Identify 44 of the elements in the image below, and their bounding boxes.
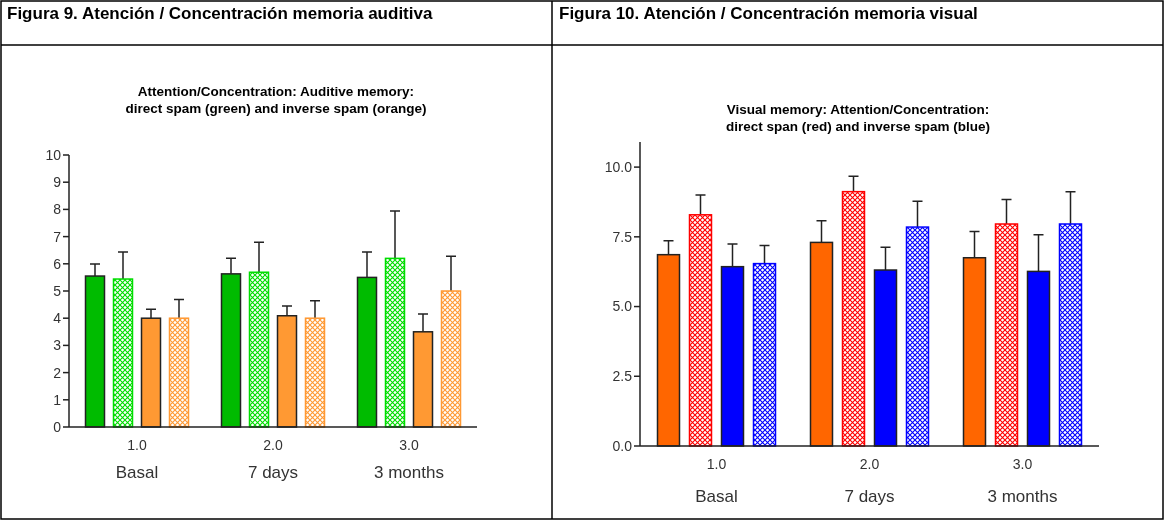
x-tick-label: 2.0	[859, 456, 880, 472]
y-tick-label: 7.5	[612, 228, 633, 245]
text: Basal	[115, 463, 159, 482]
x-tick-label: 3.0	[1012, 456, 1033, 472]
text: 3 months	[987, 487, 1058, 506]
chart-title: Figura 9. Atención / Concentración memoria auditiva	[7, 4, 433, 23]
y-tick-label: 0	[53, 418, 62, 435]
bar	[994, 223, 1019, 447]
y-tick-label: 6	[53, 255, 62, 272]
y-tick-label: 9	[53, 174, 62, 191]
y-tick-label: 1	[53, 391, 62, 408]
text: 3 months	[374, 463, 444, 482]
y-tick-label: 10	[45, 146, 62, 163]
bar	[752, 262, 777, 447]
chart-subtitle: Attention/Concentration: Auditive memory: direct spam (green) and inverse spam (orange)	[125, 84, 427, 116]
text: 7 days	[844, 487, 895, 506]
y-tick-label: 4	[53, 310, 62, 327]
y-tick-label: 10.0	[604, 159, 633, 175]
bar	[248, 271, 270, 428]
chart-subtitle: Visual memory: Attention/Concentration: direct span (red) and inverse spam (blue)	[725, 102, 991, 134]
y-tick-label: 5.0	[612, 298, 633, 315]
bar	[1058, 223, 1083, 447]
bar	[384, 257, 406, 428]
bar	[112, 278, 134, 428]
text: Basal	[695, 487, 738, 506]
y-tick-label: 2.5	[612, 368, 633, 385]
y-tick-label: 2	[53, 364, 62, 381]
bar	[440, 290, 462, 428]
y-tick-label: 5	[53, 282, 62, 299]
x-tick-label: 3.0	[399, 437, 419, 453]
y-tick-label: 0.0	[612, 437, 633, 454]
y-tick-label: 3	[53, 337, 62, 354]
y-tick-label: 7	[53, 228, 62, 245]
chart-title: Figura 10. Atención / Concentración memoria visual	[559, 4, 978, 23]
bar	[168, 317, 190, 428]
y-tick-label: 8	[53, 201, 62, 218]
bar	[905, 226, 930, 447]
bar	[841, 190, 866, 447]
bar	[688, 214, 713, 447]
x-tick-label: 2.0	[263, 437, 283, 453]
x-tick-label: 1.0	[127, 437, 147, 453]
bar	[304, 317, 326, 428]
x-tick-label: 1.0	[706, 456, 727, 472]
text: 7 days	[247, 463, 299, 482]
